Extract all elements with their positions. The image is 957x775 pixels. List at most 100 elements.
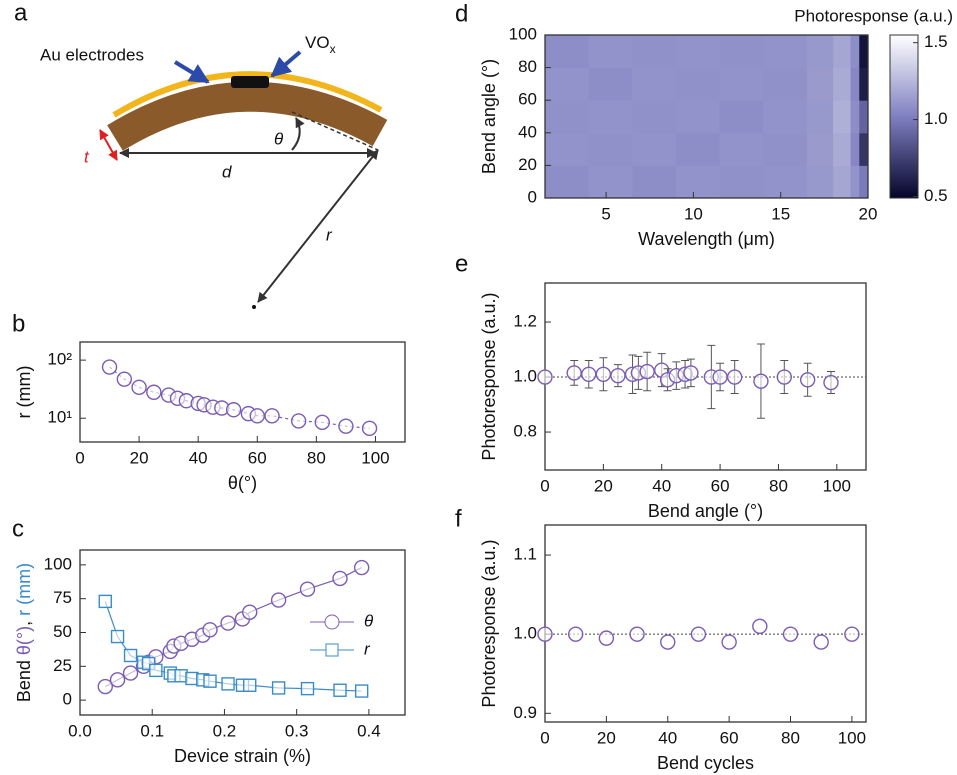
- legend-marker: [325, 643, 339, 657]
- heat-cell: [859, 35, 869, 69]
- heat-cell: [763, 100, 808, 134]
- chart-panel: c 0.0 0.1 0.2 0.3 0.4 0 25 50 75 100 Device strain …: [12, 515, 406, 766]
- chart-panel: f 0 20 40 60 80 100 0.9 1.0 1.1 Bend cycles Photore…: [455, 505, 867, 773]
- y-tick-label: 1.2: [513, 312, 537, 331]
- heat-cell: [850, 67, 860, 101]
- t-label: t: [84, 147, 90, 166]
- colorbar: [889, 34, 919, 199]
- heat-cell: [833, 132, 852, 166]
- point: [799, 372, 816, 388]
- x-axis-label: Bend angle (°): [648, 501, 763, 521]
- heat-cell: [588, 67, 633, 101]
- heat-cell: [632, 132, 677, 166]
- chart-panel: e 0 20 40 60 80 100 0.8 1.0 1.2 Bend angle (°) Phot…: [455, 250, 867, 521]
- x-axis-label: Bend cycles: [657, 753, 754, 773]
- legend-marker: [324, 614, 340, 630]
- point: [123, 648, 138, 663]
- theta-label: θ: [274, 129, 284, 148]
- point: [639, 363, 655, 380]
- y-tick-label: 1.1: [513, 545, 537, 564]
- heat-cell: [763, 67, 808, 101]
- heat-cell: [850, 35, 860, 69]
- point: [146, 384, 162, 400]
- point: [567, 626, 584, 642]
- heat-cell: [859, 100, 869, 134]
- point: [300, 681, 315, 696]
- point: [844, 626, 860, 642]
- x-tick-label: 0: [540, 476, 549, 495]
- point: [361, 420, 378, 437]
- y-tick-label: 80: [518, 57, 537, 76]
- y-tick-label: 25: [53, 656, 72, 675]
- heat-cell: [833, 35, 852, 69]
- point: [242, 604, 258, 620]
- heat-cell: [588, 132, 633, 166]
- y-axis-label-part: Bend: [14, 655, 34, 702]
- heat-cell: [675, 35, 721, 69]
- y-axis-label: Photoresponse (a.u.): [479, 539, 499, 707]
- heat-cell: [806, 67, 834, 101]
- point: [243, 678, 257, 692]
- heat-cell: [545, 35, 590, 69]
- x-tick-label: 100: [838, 728, 866, 747]
- point: [149, 663, 163, 678]
- arrow: [270, 50, 302, 78]
- heat-cell: [675, 165, 721, 199]
- x-tick-label: 60: [711, 476, 730, 495]
- radius: [257, 149, 379, 303]
- heat-cell: [545, 165, 590, 199]
- x-axis-label: θ(°): [228, 473, 257, 493]
- x-tick-label: 20: [594, 476, 613, 495]
- plot-frame: [79, 341, 406, 443]
- y-tick-label: 50: [53, 622, 72, 641]
- vox-sub: x: [330, 42, 336, 56]
- x-axis-label: Wavelength (μm): [638, 229, 775, 249]
- heat-cell: [632, 100, 677, 134]
- substrate: [107, 81, 388, 151]
- electrodes-label: Au electrodes: [40, 45, 144, 64]
- diagram: a Au electrodes VOx t d θ r: [14, 0, 388, 309]
- y-axis-label-part: ,: [14, 616, 34, 626]
- point: [225, 402, 242, 418]
- point: [264, 408, 280, 424]
- y-axis-label: r (mm): [14, 366, 34, 419]
- heat-cell: [545, 67, 590, 101]
- y-tick-label: 100: [44, 554, 72, 573]
- point: [721, 634, 737, 650]
- point: [660, 634, 676, 650]
- point: [131, 379, 147, 396]
- y-tick-label: 1.0: [513, 624, 537, 643]
- heat-cell: [806, 35, 834, 69]
- y-tick-label: 75: [53, 588, 72, 607]
- y-tick-label: 0: [528, 187, 537, 206]
- colorbar-tick-label: 0.5: [924, 186, 948, 205]
- chart-panel: b 0 20 40 60 80 100 10¹ 10² θ(°) r (mm): [12, 310, 406, 493]
- x-tick-label: 40: [652, 476, 671, 495]
- point: [353, 559, 370, 576]
- heat-cell: [675, 132, 721, 166]
- chart-panel: d 0.5 1.0 1.5 Photoresponse (a.u.) 5 10 15 20 0 20…: [455, 0, 953, 248]
- x-tick-label: 100: [823, 476, 851, 495]
- d-label: d: [222, 162, 232, 181]
- y-tick-label: 10²: [47, 350, 72, 369]
- x-tick-label: 0.3: [285, 721, 309, 740]
- y-tick-label: 20: [518, 155, 537, 174]
- point: [610, 367, 626, 384]
- x-tick-label: 20: [130, 448, 149, 467]
- point: [203, 674, 217, 688]
- x-tick-label: 40: [658, 728, 677, 747]
- point: [101, 359, 118, 375]
- heat-cell: [833, 100, 852, 134]
- arrow: [173, 60, 210, 84]
- heat-cell: [545, 132, 590, 166]
- point: [271, 681, 286, 695]
- heat-cell: [833, 67, 852, 101]
- point: [726, 369, 743, 385]
- y-tick-label: 100: [509, 24, 537, 43]
- x-tick-label: 0.0: [68, 721, 92, 740]
- center: [252, 305, 256, 309]
- colorbar-label: Photoresponse (a.u.): [794, 6, 953, 25]
- r-label: r: [326, 225, 333, 244]
- x-tick-label: 15: [771, 204, 790, 223]
- point: [290, 413, 307, 429]
